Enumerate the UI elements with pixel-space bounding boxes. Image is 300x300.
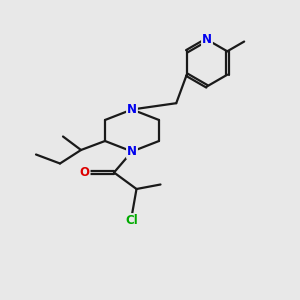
Text: Cl: Cl [126,214,138,227]
Text: N: N [127,103,137,116]
Text: N: N [127,145,137,158]
Text: N: N [202,33,212,46]
Text: O: O [80,166,90,179]
